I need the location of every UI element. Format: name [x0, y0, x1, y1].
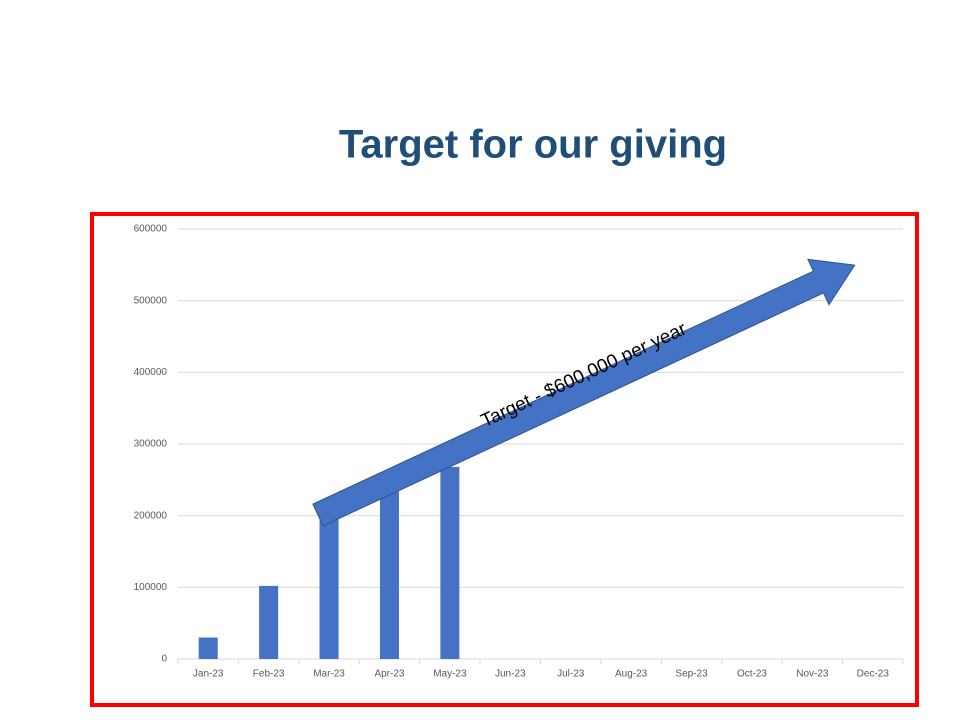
x-tick-label: Jun-23	[495, 669, 526, 680]
bar	[198, 637, 218, 659]
x-tick-label: Oct-23	[737, 669, 767, 680]
x-tick-label: May-23	[433, 669, 467, 680]
chart-title: Target for our giving	[339, 123, 727, 167]
y-tick-label: 100000	[134, 582, 168, 593]
y-tick-label: 500000	[134, 295, 168, 306]
x-tick-label: Mar-23	[313, 669, 345, 680]
bar	[259, 585, 279, 659]
plot-area: 0 100000 200000 300000 400000 500000 600000 Jan…	[134, 224, 904, 680]
x-tick-label: Nov-23	[796, 669, 829, 680]
arrow-label: Target - $600,000 per year	[478, 318, 690, 432]
y-tick-label: 600000	[134, 224, 168, 235]
x-tick-label: Aug-23	[615, 669, 648, 680]
x-tick-label: Jul-23	[557, 669, 585, 680]
x-tick-label: Feb-23	[253, 669, 285, 680]
target-arrow: Target - $600,000 per year	[312, 258, 856, 527]
arrow-shape	[312, 258, 856, 527]
bar	[319, 519, 339, 659]
x-tick-label: Apr-23	[374, 669, 404, 680]
y-tick-label: 400000	[134, 367, 168, 378]
y-tick-label: 0	[161, 654, 167, 665]
bar	[379, 490, 399, 659]
x-tick-label: Jan-23	[193, 669, 224, 680]
x-tick-label: Sep-23	[675, 669, 708, 680]
x-tick-label: Dec-23	[857, 669, 890, 680]
y-tick-label: 300000	[134, 439, 168, 450]
bar	[440, 466, 460, 659]
y-tick-label: 200000	[134, 510, 168, 521]
highlight-frame	[90, 212, 919, 707]
